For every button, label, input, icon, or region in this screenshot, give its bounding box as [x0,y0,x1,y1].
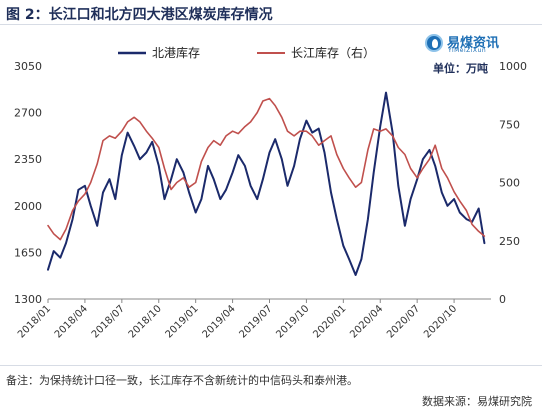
x-tick-label: 2018/01 [16,303,53,340]
brand-subtitle: YiMeiZiXun [448,47,487,54]
yangtze-inventory-line [47,97,486,241]
legend-label: 长江库存（右） [291,45,375,60]
y-left-tick-label: 1650 [14,246,42,259]
x-tick-label: 2020/10 [422,303,459,340]
y-right-tick-label: 0 [499,293,506,306]
y-left-tick-label: 1300 [14,293,42,306]
y-left-tick-label: 3050 [14,60,42,73]
x-tick-label: 2020/01 [311,303,348,340]
y-right-tick-label: 750 [499,118,520,131]
chart-title: 图 2：长江口和北方四大港区煤炭库存情况 [6,7,273,23]
y-left-tick-label: 2350 [14,153,42,166]
legend-label: 北港库存 [152,45,200,60]
brand-logo-icon [425,34,443,52]
y-left-tick-label: 2000 [14,200,42,213]
x-tick-label: 2018/07 [90,303,127,340]
y-right-tick-label: 1000 [499,60,527,73]
brand-name: 易煤资讯 [447,36,500,51]
x-tick-label: 2019/10 [274,303,311,340]
x-tick-label: 2020/04 [348,303,385,340]
x-tick-label: 2020/07 [385,303,422,340]
x-tick-label: 2018/04 [53,303,90,340]
unit-label: 单位：万吨 [433,62,488,75]
footer-note: 备注：为保持统计口径一致，长江库存不含新统计的中信码头和泰州港。 [6,374,358,387]
x-tick-label: 2019/07 [237,303,274,340]
data-source: 数据来源：易煤研究院 [422,395,532,408]
y-right-tick-label: 500 [499,177,520,190]
line-chart: 1300 1650 2000 2350 2700 3050 0 250 500 750 1000 20… [14,45,527,340]
y-left-tick-label: 2700 [14,107,42,120]
north-port-inventory-line [47,91,486,276]
y-right-tick-label: 250 [499,235,520,248]
x-tick-label: 2018/10 [127,303,164,340]
footer-divider [0,365,542,366]
x-tick-label: 2019/01 [164,303,201,340]
title-bar: 图 2：长江口和北方四大港区煤炭库存情况 [0,0,542,25]
x-tick-label: 2019/04 [201,303,238,340]
